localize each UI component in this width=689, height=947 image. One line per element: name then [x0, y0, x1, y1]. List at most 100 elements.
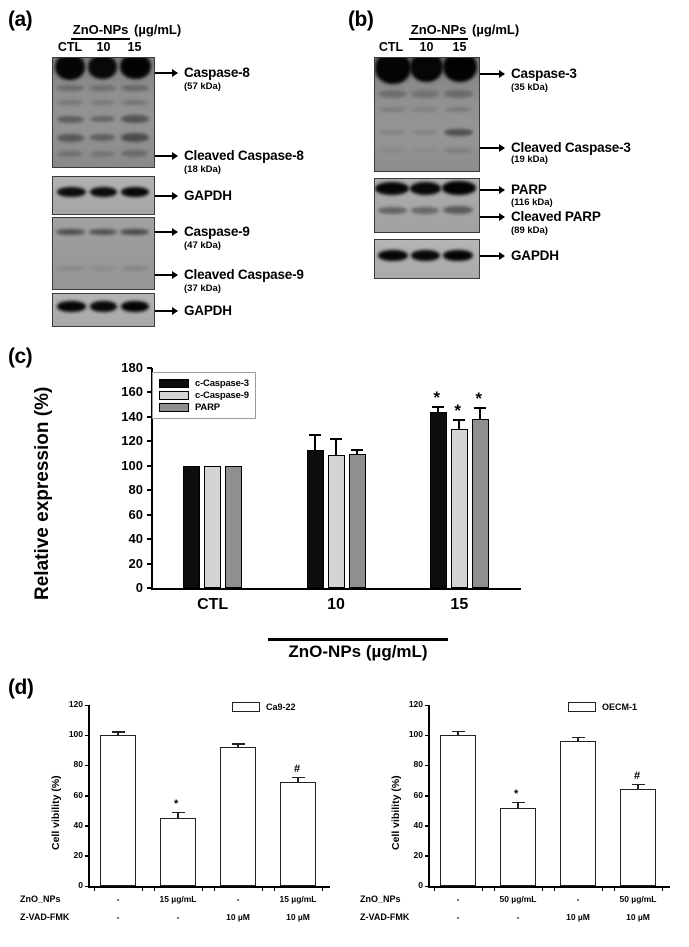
panel-d-right-errorbar-1 — [457, 730, 459, 736]
panel-d-right-xtick-4-0 — [614, 886, 616, 891]
panel-c-xcat-CTL: CTL — [197, 596, 229, 613]
panel-d-left-errorcap-1 — [111, 731, 125, 733]
panel-d-right-ylabel: Cell vibility (%) — [390, 775, 402, 850]
panel-d-right-bar-4 — [620, 789, 656, 886]
panel-a-header-underlined: ZnO-NPs — [70, 22, 131, 40]
panel-d-left-tickmark-0 — [85, 885, 89, 887]
panel-c-plot: 0 20 40 60 80 100 120 140 160 180 * * * — [95, 360, 525, 608]
legend-label-c-caspase-3: c-Caspase-3 — [195, 378, 249, 389]
legend-swatch-c-caspase-9 — [159, 391, 189, 400]
panel-b-label-parp: PARP — [511, 182, 547, 197]
legend-label-c-caspase-9: c-Caspase-9 — [195, 390, 249, 401]
panel-d-right-condition-zno-nps-1: - — [456, 894, 460, 904]
panel-c-xcat-15: 15 — [450, 596, 469, 613]
panel-a-annotation-caspase8: Caspase-8 — [155, 65, 250, 80]
panel-d-left-xtick-3-1 — [262, 886, 264, 891]
panel-b-blot-parp — [374, 178, 480, 233]
panel-c-tickmark-0 — [147, 587, 152, 589]
panel-d-left-legend-label: Ca9-22 — [266, 702, 296, 712]
panel-c-significance-15-c-Caspase-9: * — [454, 401, 461, 421]
panel-b-kda-cleaved-parp: (89 kDa) — [511, 225, 548, 236]
panel-d-right-ytick-100: 100 — [408, 729, 423, 740]
panel-c-tickmark-40 — [147, 538, 152, 541]
panel-b-lane-15: 15 — [452, 40, 467, 54]
panel-d-right-significance-2: * — [514, 787, 519, 800]
panel-d-left-tickmark-60 — [85, 795, 89, 797]
panel-d-right-condition-z-vad-fmk-2: - — [516, 912, 520, 922]
panel-c-ytick-80: 80 — [128, 482, 143, 498]
panel-b-header-underlined: ZnO-NPs — [408, 22, 469, 40]
panel-c-bar-10-c-Caspase-9 — [327, 454, 345, 588]
legend-swatch-c-caspase-3 — [159, 379, 189, 388]
panel-d-left-xtick-2-0 — [154, 886, 156, 891]
panel-d-left-tickmark-20 — [85, 855, 89, 857]
panel-d-left-ytick-0: 0 — [78, 880, 83, 890]
panel-c-x-axis — [151, 588, 521, 590]
panel-d-left-row-label-zvadfmk: Z-VAD-FMK — [20, 912, 70, 922]
panel-d-right-ytick-20: 20 — [413, 849, 423, 860]
panel-d-right-tickmark-60 — [425, 795, 429, 797]
panel-d-left-condition-z-vad-fmk-4: 10 µM — [286, 912, 310, 922]
panel-c-bar-15-c-Caspase-3 — [429, 412, 447, 588]
panel-a-header: ZnO-NPs (µg/mL) — [62, 22, 190, 40]
panel-b-label-caspase3: Caspase-3 — [511, 66, 577, 81]
panel-d-left-xtick-4-1 — [322, 886, 324, 891]
panel-d-left-errorbar-4 — [297, 776, 299, 782]
panel-b-lane-labels: CTL 10 15 — [372, 40, 477, 54]
panel-d-left-xtick-2-1 — [202, 886, 204, 891]
panel-c-errorbar-15-PARP — [479, 407, 482, 420]
panel-d-right-legend-swatch — [568, 702, 596, 712]
panel-d-left-condition-zno-nps-3: - — [236, 894, 240, 904]
panel-a-lane-labels: CTL 10 15 — [52, 40, 150, 54]
panel-d-right-xtick-2-0 — [494, 886, 496, 891]
panel-c-tickmark-80 — [147, 489, 152, 492]
panel-d-right-tickmark-0 — [425, 885, 429, 887]
panel-b-annotation-gapdh: GAPDH — [480, 248, 559, 263]
panel-d-right-tickmark-40 — [425, 825, 429, 827]
panel-d-right-xtick-1-0 — [434, 886, 436, 891]
panel-b-annotation-cleaved-parp: Cleaved PARP — [480, 209, 601, 224]
panel-b-lane-ctl: CTL — [378, 40, 404, 54]
panel-c-bar-10-PARP — [348, 453, 366, 588]
panel-d-right-bar-3 — [560, 741, 596, 886]
panel-d-right-xtick-1-1 — [482, 886, 484, 891]
panel-b-annotation-caspase3: Caspase-3 — [480, 66, 577, 81]
panel-a-lane-10: 10 — [96, 40, 111, 54]
panel-a-blot-gapdh-2 — [52, 293, 155, 327]
panel-b-label-gapdh: GAPDH — [511, 248, 559, 263]
panel-c-ytick-0: 0 — [135, 580, 143, 595]
panel-d-right-errorbar-2 — [517, 801, 519, 809]
panel-a-label-cleaved-caspase9: Cleaved Caspase-9 — [184, 267, 304, 282]
panel-d-right-errorcap-3 — [571, 736, 585, 738]
panel-d-right-tickmark-100 — [425, 734, 429, 737]
panel-c-tickmark-140 — [147, 415, 152, 418]
panel-c-errorcap-10-PARP — [351, 448, 363, 451]
panel-c-xcat-10: 10 — [327, 596, 345, 613]
panel-b-header-units: (µg/mL) — [468, 22, 520, 37]
panel-d-left-condition-zno-nps-1: - — [116, 894, 120, 904]
panel-c-ytick-180: 180 — [121, 360, 143, 375]
panel-d-letter: (d) — [8, 676, 34, 699]
panel-c-xlabel-text: ZnO-NPs — [288, 642, 362, 661]
panel-d-right-legend: OECM-1 — [568, 702, 637, 712]
panel-d-left-significance-2: * — [174, 798, 179, 811]
panel-c-tickmark-160 — [147, 391, 152, 394]
panel-c-legend: c-Caspase-3 c-Caspase-9 PARP — [152, 372, 256, 419]
panel-a-lane-ctl: CTL — [57, 40, 83, 54]
panel-d-right-row-label-znonps: ZnO_NPs — [360, 894, 401, 904]
panel-d-left-chart: 0 20 40 60 80 100 120 * # Cell vibility (%) Ca9… — [20, 699, 340, 940]
panel-d-left-tickmark-120 — [85, 704, 89, 706]
panel-a-label-cleaved-caspase8: Cleaved Caspase-8 — [184, 148, 304, 163]
panel-c-tickmark-100 — [147, 464, 152, 467]
panel-a-label-caspase9: Caspase-9 — [184, 224, 250, 239]
panel-d-left-errorcap-2 — [171, 812, 185, 814]
panel-c-errorcap-10-c-Caspase-9 — [330, 437, 342, 440]
panel-a-annotation-gapdh-2: GAPDH — [155, 303, 232, 318]
panel-d-right-condition-zno-nps-4: 50 µg/mL — [619, 894, 657, 904]
panel-c-bar-15-PARP — [471, 419, 489, 588]
panel-d-right-condition-zno-nps-2: 50 µg/mL — [499, 894, 537, 904]
panel-b-lane-10: 10 — [419, 40, 434, 54]
panel-c-errorbar-15-c-Caspase-3 — [437, 405, 440, 412]
panel-d-left-ytick-60: 60 — [73, 789, 83, 800]
panel-c-errorbar-10-PARP — [356, 448, 358, 454]
